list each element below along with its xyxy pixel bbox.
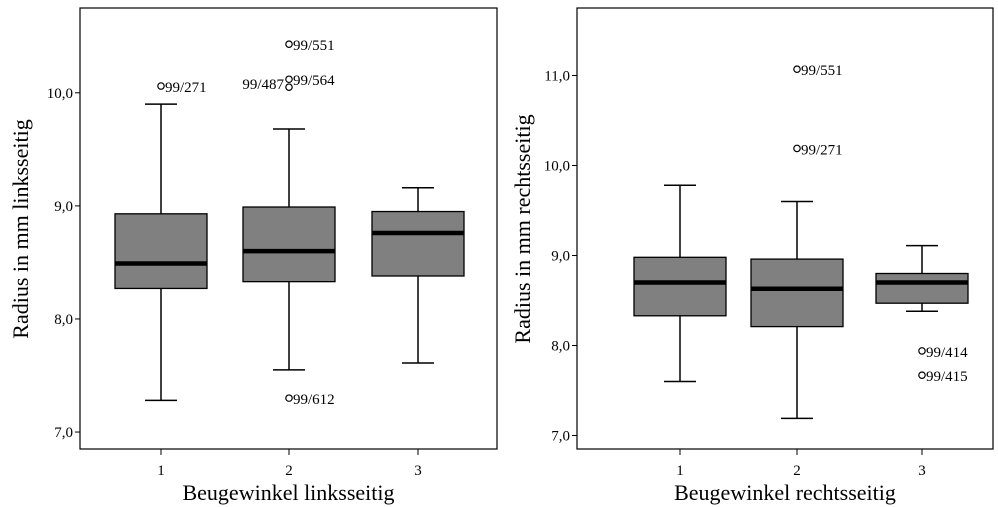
outlier-label: 99/271 [801,142,843,158]
outlier-marker [918,371,926,380]
y-tick-label: 8,0 [551,339,570,355]
outlier-marker [157,82,165,90]
x-axis-title: Beugewinkel rechtsseitig [674,480,896,505]
y-tick-label: 8,0 [54,312,73,328]
outlier-marker [285,75,293,84]
outlier-label: 99/271 [165,80,207,96]
outlier-label: 99/551 [801,63,843,79]
outlier-marker [918,347,926,355]
box-2 [750,200,844,420]
x-tick-label: 1 [676,463,684,479]
outlier-label: 99/612 [293,392,335,408]
iqr-box [371,210,465,277]
y-tick-label: 11,0 [544,69,570,85]
box-2 [242,128,336,371]
box-3 [875,244,969,313]
x-axis-title: Beugewinkel linksseitig [182,480,394,505]
outlier-label: 99/564 [293,73,335,89]
outlier-marker [285,40,293,48]
y-axis-title: Radius in mm rechtsseitig [510,114,535,343]
iqr-box [875,272,969,304]
y-tick-label: 10,0 [544,159,570,175]
box-1 [633,184,727,383]
outlier-marker [793,144,801,153]
x-tick-label: 3 [918,463,926,479]
plot-frame [576,7,994,450]
outlier-label: 99/414 [926,345,968,361]
outlier-marker [793,65,801,74]
chart-2: 7,0 8,0 9,0 10,0 11,0 1 2 3 99/551 99/271 99/414 99… [510,7,994,505]
box-1 [114,103,208,402]
y-tick-label: 9,0 [54,199,73,215]
outlier-marker [285,83,293,91]
iqr-box [114,213,208,290]
outlier-marker [285,394,293,402]
chart-1: 7,0 8,0 9,0 10,0 1 2 3 99/271 99/551 99/564 99/487… [8,7,498,505]
y-axis-title: Radius in mm linksseitig [8,119,33,338]
iqr-box [242,206,336,283]
y-tick-label: 7,0 [54,425,73,441]
x-tick-label: 2 [793,463,801,479]
outlier-label: 99/487 [242,77,284,93]
outlier-label: 99/415 [926,369,968,385]
outlier-label: 99/551 [293,38,335,54]
box-3 [371,187,465,364]
y-tick-label: 10,0 [47,86,73,102]
y-tick-label: 7,0 [551,429,570,445]
iqr-box [750,258,844,328]
y-tick-label: 9,0 [551,249,570,265]
x-tick-label: 2 [285,463,293,479]
x-tick-label: 1 [157,463,165,479]
iqr-box [633,256,727,317]
x-tick-label: 3 [414,463,422,479]
